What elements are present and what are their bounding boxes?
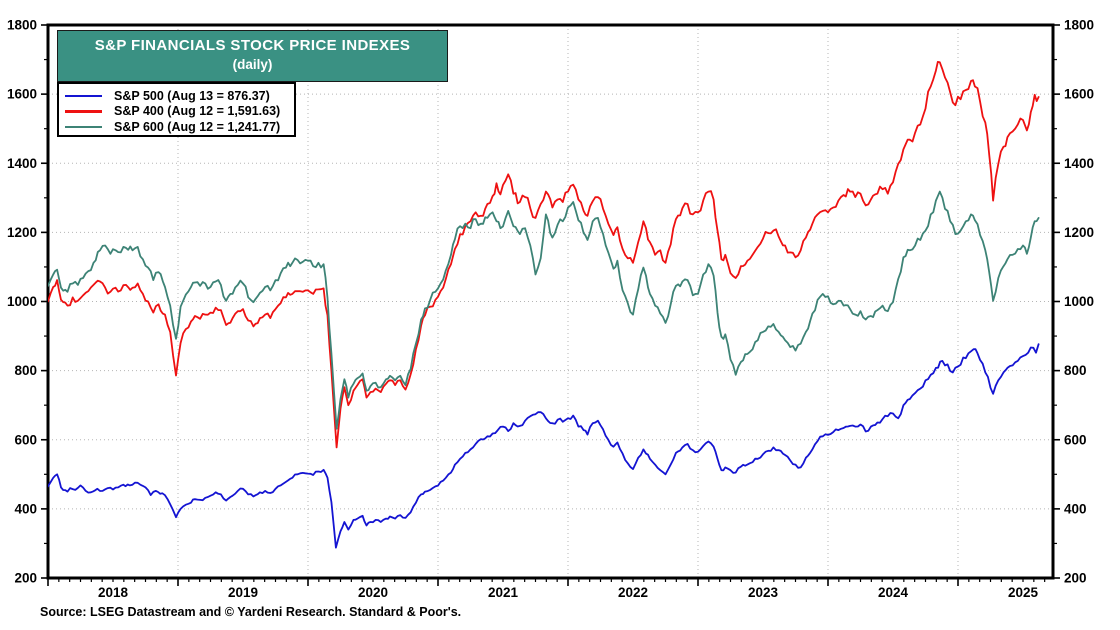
x-axis-label-2019: 2019: [228, 585, 258, 600]
chart-subtitle: (daily): [232, 57, 273, 72]
source-note: Source: LSEG Datastream and © Yardeni Re…: [40, 605, 462, 619]
y-axis-label-left-1200: 1200: [7, 225, 37, 240]
y-axis-label-left-1000: 1000: [7, 294, 37, 309]
x-axis-label-2025: 2025: [1008, 585, 1039, 600]
legend-item-sp600: S&P 600 (Aug 12 = 1,241.77): [65, 119, 294, 135]
series-line-s&p400: [48, 61, 1040, 449]
y-axis-label-left-200: 200: [14, 571, 37, 586]
x-axis-label-2021: 2021: [488, 585, 519, 600]
sp400-line-swatch: [65, 110, 102, 113]
y-axis-label-right-1600: 1600: [1064, 87, 1094, 102]
series-line-s&p500: [48, 343, 1040, 549]
legend-item-sp400: S&P 400 (Aug 12 = 1,591.63): [65, 104, 294, 120]
chart-title: S&P FINANCIALS STOCK PRICE INDEXES: [94, 37, 411, 54]
legend-item-sp500: S&P 500 (Aug 13 = 876.37): [65, 88, 294, 104]
y-axis-label-right-200: 200: [1064, 571, 1087, 586]
x-axis-label-2018: 2018: [98, 585, 129, 600]
y-axis-label-right-800: 800: [1064, 363, 1087, 378]
chart-title-box: S&P FINANCIALS STOCK PRICE INDEXES (dail…: [57, 30, 448, 82]
legend-box: S&P 500 (Aug 13 = 876.37) S&P 400 (Aug 1…: [57, 82, 296, 137]
y-axis-label-left-600: 600: [14, 432, 37, 447]
y-axis-label-left-1600: 1600: [7, 87, 37, 102]
y-axis-label-right-1400: 1400: [1064, 156, 1094, 171]
x-axis-label-2023: 2023: [748, 585, 779, 600]
sp600-line-swatch: [65, 125, 102, 128]
y-axis-label-left-800: 800: [14, 363, 37, 378]
x-axis-label-2020: 2020: [358, 585, 388, 600]
y-axis-label-right-1000: 1000: [1064, 294, 1094, 309]
y-axis-label-right-1800: 1800: [1064, 18, 1094, 33]
x-axis-label-2024: 2024: [878, 585, 909, 600]
sp500-line-swatch: [65, 94, 102, 97]
series-line-s&p600: [48, 190, 1040, 430]
y-axis-label-left-400: 400: [14, 501, 37, 516]
y-axis-label-right-600: 600: [1064, 432, 1087, 447]
sp500-legend-label: S&P 500 (Aug 13 = 876.37): [114, 88, 270, 103]
y-axis-label-left-1800: 1800: [7, 18, 37, 33]
y-axis-label-left-1400: 1400: [7, 156, 37, 171]
sp400-legend-label: S&P 400 (Aug 12 = 1,591.63): [114, 104, 281, 119]
y-axis-label-right-1200: 1200: [1064, 225, 1094, 240]
y-axis-label-right-400: 400: [1064, 501, 1087, 516]
x-axis-label-2022: 2022: [618, 585, 648, 600]
sp600-legend-label: S&P 600 (Aug 12 = 1,241.77): [114, 119, 281, 134]
